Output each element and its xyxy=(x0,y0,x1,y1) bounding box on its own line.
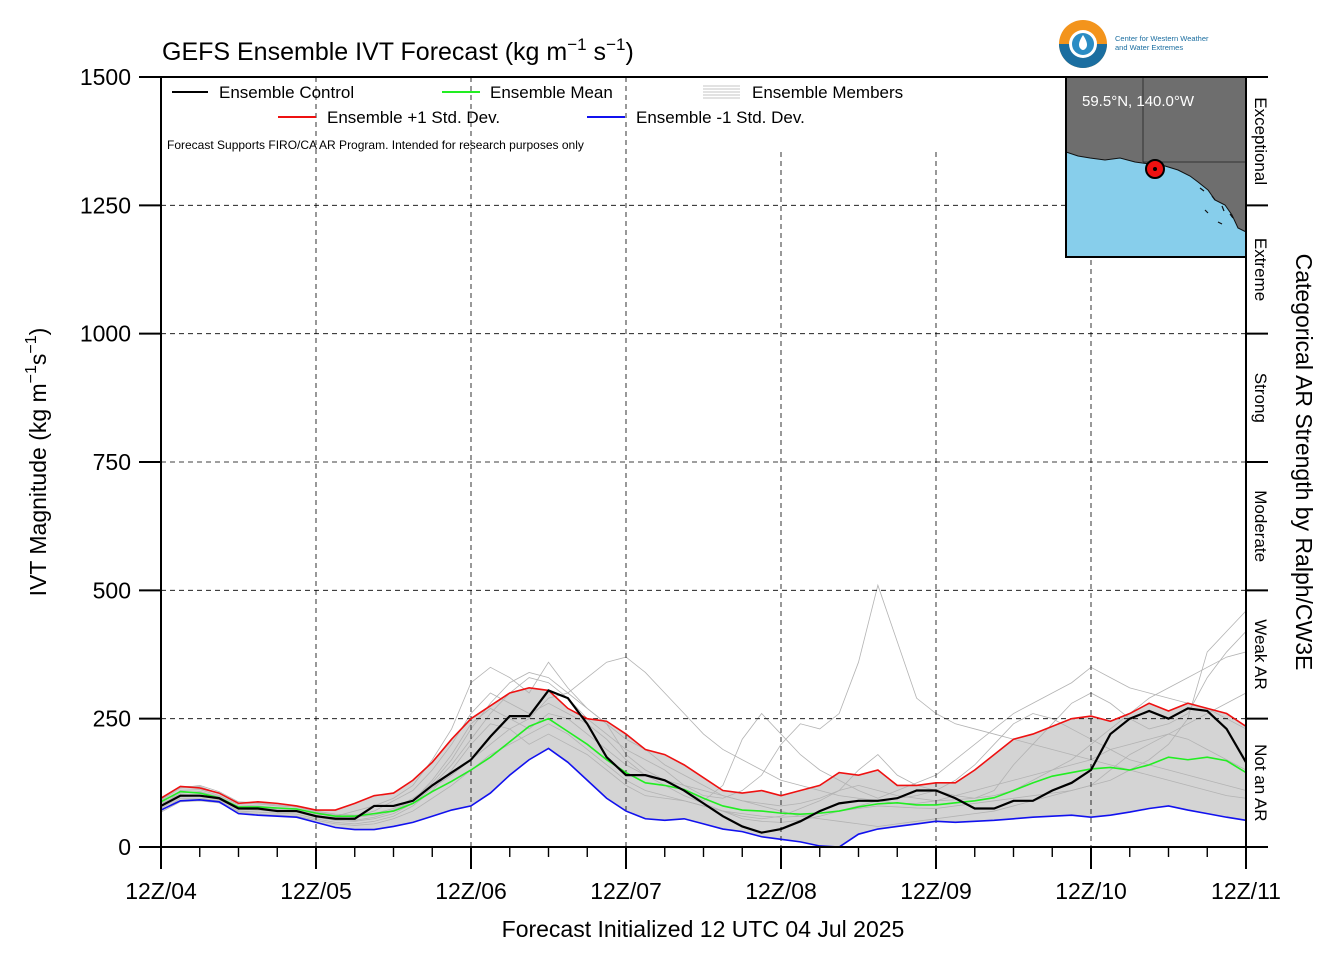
ensemble-1-std-dev--line xyxy=(160,687,1247,811)
ensemble-member-line-5 xyxy=(160,656,1247,822)
logo-text-line2: and Water Extremes xyxy=(1115,43,1183,52)
x-tick-label: 12Z/11 xyxy=(1211,878,1281,904)
x-tick-label: 12Z/05 xyxy=(280,878,352,904)
y-axis-label: IVT Magnitude (kg m−1s−1) xyxy=(23,328,51,597)
ensemble-member-line-4 xyxy=(160,583,1247,816)
y-tick-label: 500 xyxy=(93,577,131,603)
legend-minus-std-label: Ensemble -1 Std. Dev. xyxy=(636,108,805,127)
y-tick-label: 1500 xyxy=(80,64,131,90)
legend-plus-std-label: Ensemble +1 Std. Dev. xyxy=(327,108,500,127)
y-tick-label: 750 xyxy=(93,449,131,475)
legend-control-label: Ensemble Control xyxy=(219,83,354,102)
category-label: Extreme xyxy=(1251,238,1270,301)
x-tick-label: 12Z/09 xyxy=(900,878,972,904)
y-tick-label: 1000 xyxy=(80,321,131,347)
y-tick-label: 250 xyxy=(93,706,131,732)
category-label: Moderate xyxy=(1251,490,1270,562)
category-label: Strong xyxy=(1251,373,1270,423)
legend-members-label: Ensemble Members xyxy=(752,83,903,102)
x-axis-label: Forecast Initialized 12 UTC 04 Jul 2025 xyxy=(502,916,905,942)
axes: 0 250 500 750 1000 1250 1500 12Z/04 12Z/05 12Z/06… xyxy=(80,64,1281,904)
x-tick-label: 12Z/08 xyxy=(745,878,817,904)
category-label: Exceptional xyxy=(1251,97,1270,185)
right-axis-label: Categorical AR Strength by Ralph/CW3E xyxy=(1291,254,1317,671)
location-map-inset: 59.5°N, 140.0°W xyxy=(1065,76,1247,258)
cw3e-logo: Center for Western Weather and Water Ext… xyxy=(1059,20,1209,68)
legend: Ensemble Control Ensemble Mean Ensemble … xyxy=(167,83,903,152)
category-label: Weak AR xyxy=(1251,619,1270,690)
logo-text-line1: Center for Western Weather xyxy=(1115,34,1209,43)
plot-area xyxy=(160,77,1247,848)
x-tick-label: 12Z/04 xyxy=(125,878,197,904)
y-tick-label: 0 xyxy=(118,834,131,860)
x-tick-label: 12Z/06 xyxy=(435,878,507,904)
x-tick-label: 12Z/07 xyxy=(590,878,662,904)
ensemble-member-line-7 xyxy=(160,692,1247,826)
category-label: Not an AR xyxy=(1251,744,1270,822)
location-label: 59.5°N, 140.0°W xyxy=(1082,93,1195,110)
chart-title: GEFS Ensemble IVT Forecast (kg m−1 s−1) xyxy=(162,35,634,66)
ensemble-control-line xyxy=(160,689,1247,834)
y-tick-label: 1250 xyxy=(80,192,131,218)
std-dev-band xyxy=(161,687,1246,847)
x-tick-label: 12Z/10 xyxy=(1055,878,1127,904)
disclaimer-note: Forecast Supports FIRO/CA AR Program. In… xyxy=(167,138,584,152)
ensemble-1-std-dev--line xyxy=(160,747,1247,848)
ensemble-mean-line xyxy=(160,717,1247,818)
legend-mean-label: Ensemble Mean xyxy=(490,83,613,102)
